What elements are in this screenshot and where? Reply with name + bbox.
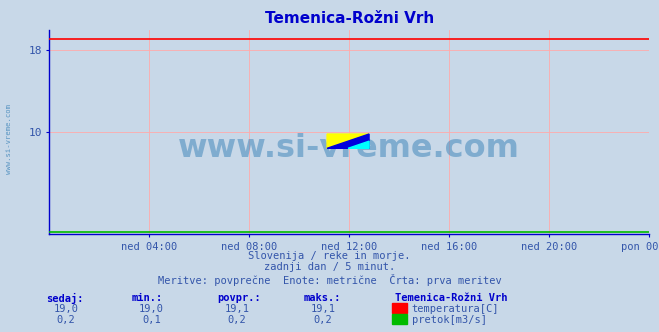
Text: Meritve: povprečne  Enote: metrične  Črta: prva meritev: Meritve: povprečne Enote: metrične Črta:… [158, 274, 501, 286]
Text: maks.:: maks.: [303, 293, 341, 303]
Text: 0,2: 0,2 [314, 315, 332, 325]
Text: 0,2: 0,2 [57, 315, 75, 325]
Text: 0,2: 0,2 [228, 315, 246, 325]
Text: povpr.:: povpr.: [217, 293, 261, 303]
Text: min.:: min.: [132, 293, 163, 303]
Text: 19,1: 19,1 [310, 304, 335, 314]
Text: temperatura[C]: temperatura[C] [412, 304, 500, 314]
Text: sedaj:: sedaj: [46, 293, 84, 304]
Text: www.si-vreme.com: www.si-vreme.com [179, 133, 520, 164]
Polygon shape [348, 141, 369, 148]
Text: zadnji dan / 5 minut.: zadnji dan / 5 minut. [264, 262, 395, 272]
Polygon shape [327, 134, 369, 148]
Text: 19,0: 19,0 [139, 304, 164, 314]
Title: Temenica-Rožni Vrh: Temenica-Rožni Vrh [265, 11, 434, 26]
Text: Temenica-Rožni Vrh: Temenica-Rožni Vrh [395, 293, 508, 303]
Polygon shape [327, 134, 369, 148]
Text: 19,0: 19,0 [53, 304, 78, 314]
Text: 19,1: 19,1 [225, 304, 250, 314]
Text: www.si-vreme.com: www.si-vreme.com [5, 105, 12, 174]
Text: Slovenija / reke in morje.: Slovenija / reke in morje. [248, 251, 411, 261]
Text: pretok[m3/s]: pretok[m3/s] [412, 315, 487, 325]
Text: 0,1: 0,1 [142, 315, 161, 325]
